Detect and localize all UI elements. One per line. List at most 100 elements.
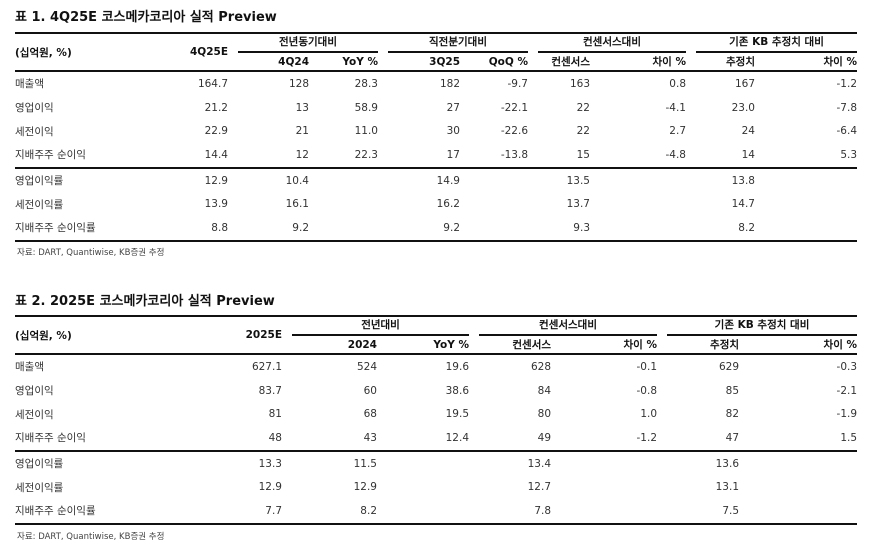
cell-value: 49 (537, 431, 552, 444)
cell-value (460, 166, 528, 193)
table1: (십억원, %) 4Q25E 전년동기대비 직전분기대비 컨센서스대비 기존 KB 추정치… (15, 32, 858, 242)
cell-value: 13.6 (657, 449, 760, 476)
unit-label: (십억원, %) (15, 33, 160, 72)
cell-value: 15 (576, 148, 590, 161)
table-row: 매출액 164.7 128 28.3 182 -9.7 163 0.8 167 -1.2 (15, 71, 857, 96)
cell-value (610, 166, 686, 193)
group-header: 전년동기대비 (228, 33, 378, 53)
cell-value: 12.9 (353, 481, 377, 494)
cell-value: -4.1 (665, 101, 687, 114)
cell-value: 524 (356, 360, 377, 373)
group-header: 전년대비 (282, 316, 470, 336)
table2-title: 표 2. 2025E 코스메카코리아 실적 Preview (15, 294, 275, 309)
cell-value: -1.2 (636, 431, 658, 444)
column-header: 차이 % (571, 336, 658, 355)
cell-value: 47 (725, 431, 740, 444)
row-label: 지배주주 순이익 (15, 432, 86, 445)
cell-value (571, 499, 657, 524)
main-column-header: 2025E (200, 316, 282, 355)
cell-value (759, 475, 857, 499)
cell-value (309, 166, 378, 193)
cell-value: 12.4 (445, 431, 470, 444)
table-row: 세전이익률 13.9 16.1 16.2 13.7 14.7 (15, 192, 857, 216)
cell-value: 12.9 (160, 166, 228, 193)
cell-value (775, 166, 858, 193)
cell-value: 13.5 (528, 166, 610, 193)
column-header: 추정치 (686, 53, 775, 72)
table-row: 지배주주 순이익 14.4 12 22.3 17 -13.8 15 -4.8 14 5.3 (15, 143, 857, 168)
cell-value: -2.1 (836, 384, 858, 397)
row-label: 세전이익 (15, 125, 54, 138)
group-header-label: 기존 KB 추정치 대비 (696, 34, 858, 53)
cell-value: 13.4 (469, 449, 572, 476)
cell-value (460, 192, 528, 216)
cell-value: 28.3 (354, 77, 378, 90)
table1-title: 표 1. 4Q25E 코스메카코리아 실적 Preview (15, 10, 277, 25)
cell-value (610, 216, 686, 241)
cell-value: 8.8 (211, 221, 228, 234)
cell-value: 8.2 (738, 221, 755, 234)
group-header: 컨센서스대비 (528, 33, 686, 53)
cell-value: 9.2 (443, 221, 460, 234)
table-row: 세전이익 22.9 21 11.0 30 -22.6 22 2.7 24 -6.4 (15, 119, 857, 143)
cell-value: 19.6 (445, 360, 470, 373)
cell-value (309, 192, 378, 216)
column-header: 추정치 (657, 336, 760, 355)
cell-value: 8.2 (360, 504, 377, 517)
cell-value: 19.5 (445, 408, 470, 421)
cell-value: -4.8 (665, 148, 687, 161)
header-row: (십억원, %) 2025E 전년대비 컨센서스대비 기존 KB 추정치 대비 (15, 316, 858, 355)
cell-value: -1.9 (836, 408, 858, 421)
cell-value: 10.4 (228, 166, 309, 193)
cell-value: 5.3 (840, 148, 858, 161)
row-label: 영업이익률 (15, 166, 160, 193)
table-row: 지배주주 순이익률 7.7 8.2 7.8 7.5 (15, 499, 857, 524)
cell-value: 12.9 (258, 481, 282, 494)
table2: (십억원, %) 2025E 전년대비 컨센서스대비 기존 KB 추정치 대비 2024 Y… (15, 315, 858, 525)
table-row: 지배주주 순이익률 8.8 9.2 9.2 9.3 8.2 (15, 216, 857, 241)
cell-value: 9.2 (292, 221, 309, 234)
cell-value: 17 (446, 148, 460, 161)
group-header-label: 컨센서스대비 (538, 34, 686, 53)
cell-value (309, 216, 378, 241)
group-header-label: 직전분기대비 (388, 34, 528, 53)
row-label: 세전이익률 (15, 481, 64, 494)
row-label: 영업이익 (15, 385, 54, 398)
cell-value: 128 (288, 77, 309, 90)
table-row: 세전이익 81 68 19.5 80 1.0 82 -1.9 (15, 402, 857, 426)
column-header: 3Q25 (378, 53, 460, 72)
cell-value: 82 (725, 408, 740, 421)
group-header-label: 컨센서스대비 (479, 317, 658, 336)
column-header: YoY % (309, 53, 378, 72)
cell-value: 22.3 (354, 148, 378, 161)
cell-value: 7.8 (534, 504, 552, 517)
cell-value: 11.0 (354, 125, 378, 138)
cell-value: 22 (576, 125, 590, 138)
cell-value: 627.1 (251, 360, 282, 373)
cell-value: -9.7 (507, 77, 529, 90)
cell-value (610, 192, 686, 216)
column-header: 차이 % (610, 53, 686, 72)
table-row: 영업이익 83.7 60 38.6 84 -0.8 85 -2.1 (15, 379, 857, 403)
table-row: 영업이익률 12.9 10.4 14.9 13.5 13.8 (15, 166, 858, 193)
cell-value (571, 449, 658, 476)
cell-value: 163 (569, 77, 590, 90)
cell-value: 80 (537, 408, 552, 421)
cell-value: -13.8 (500, 148, 528, 161)
cell-value: 13.1 (715, 481, 740, 494)
cell-value: -1.2 (836, 77, 858, 90)
row-label: 지배주주 순이익률 (15, 222, 96, 235)
table-row: 세전이익률 12.9 12.9 12.7 13.1 (15, 475, 857, 499)
subheader-row: 4Q24 YoY % 3Q25 QoQ % 컨센서스 차이 % 추정치 차이 % (15, 53, 858, 72)
table-row: 영업이익 21.2 13 58.9 27 -22.1 22 -4.1 23.0 -7.8 (15, 96, 857, 120)
cell-value: -0.3 (836, 360, 858, 373)
cell-value: 13.7 (566, 198, 590, 211)
row-label: 세전이익률 (15, 198, 64, 211)
cell-value: 1.5 (840, 431, 858, 444)
cell-value: 2.7 (669, 125, 686, 138)
cell-value: 1.0 (640, 408, 658, 421)
cell-value: 167 (734, 77, 755, 90)
subheader-row: 2024 YoY % 컨센서스 차이 % 추정치 차이 % (15, 336, 858, 355)
cell-value: -22.6 (500, 125, 528, 138)
cell-value: 12 (295, 148, 309, 161)
